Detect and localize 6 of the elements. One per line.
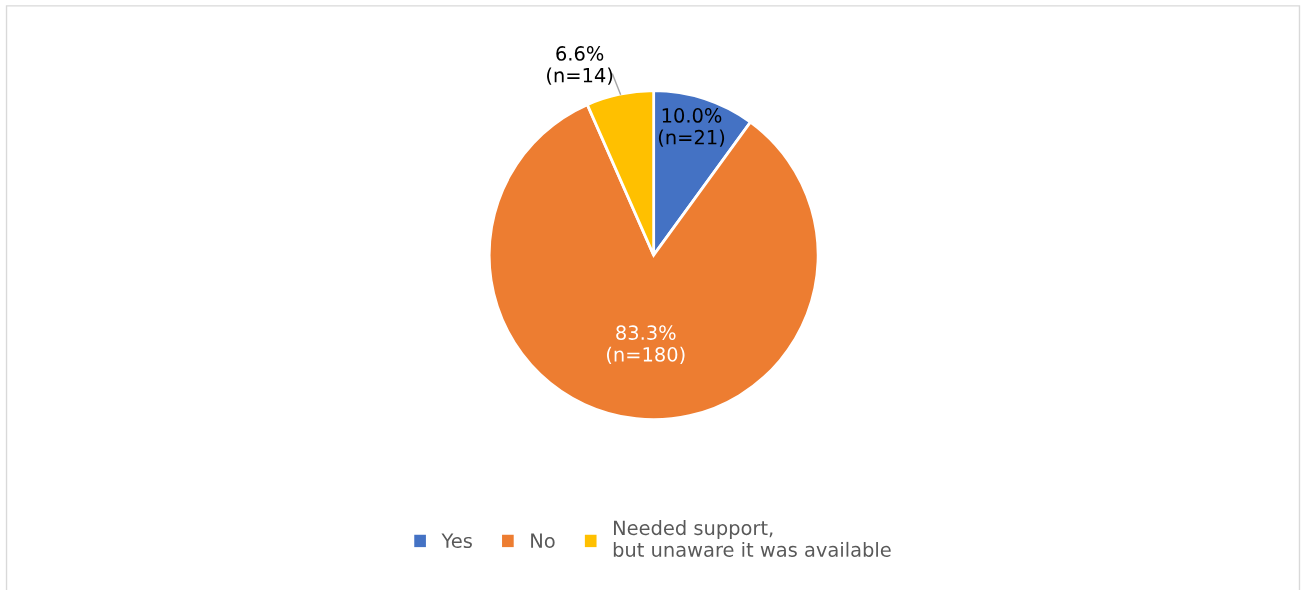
- legend-label: Needed support, but unaware it was available: [613, 520, 891, 557]
- legend-label: Yes: [441, 533, 472, 549]
- legend-label: No: [531, 533, 555, 549]
- data-label: 83.3% (n=180): [606, 325, 685, 365]
- data-label: 6.6% (n=14): [547, 46, 613, 85]
- data-label: 10.0% (n=21): [658, 108, 725, 147]
